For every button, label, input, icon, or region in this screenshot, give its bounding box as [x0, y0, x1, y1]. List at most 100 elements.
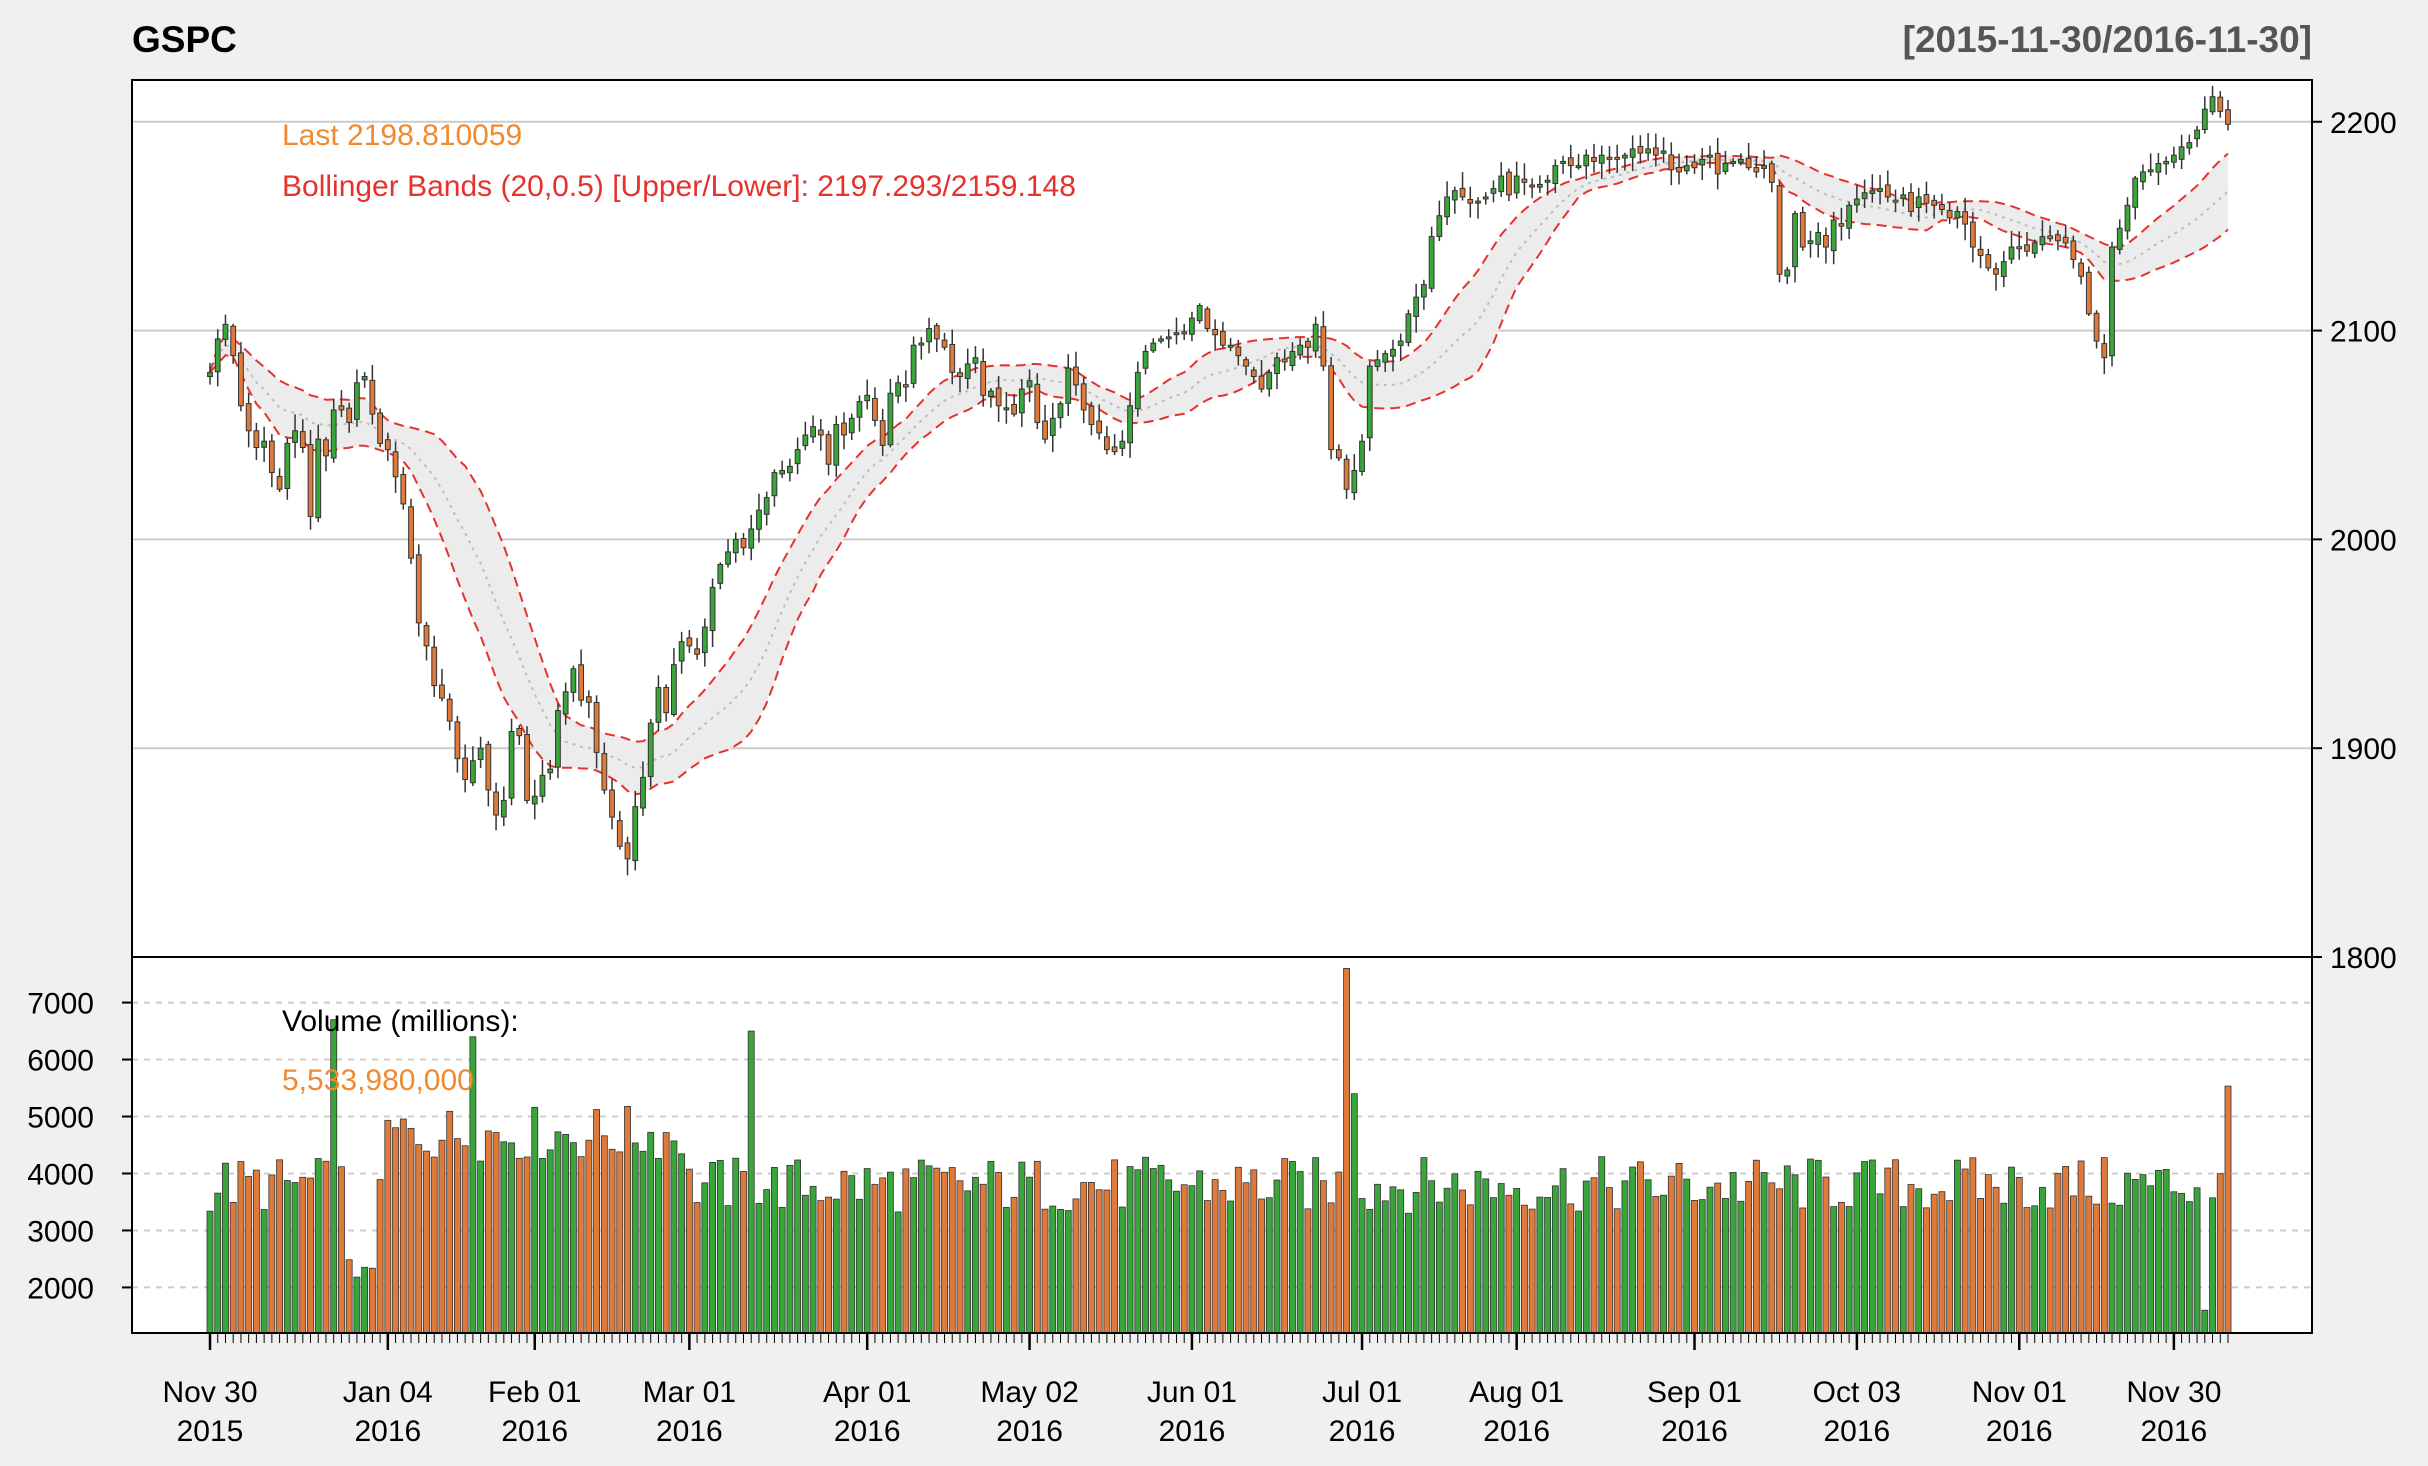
candle-body: [1088, 405, 1095, 426]
x-tick-year: 2016: [1483, 1415, 1550, 1448]
volume-bar: [1822, 1176, 1830, 1334]
volume-bar: [1397, 1189, 1405, 1334]
volume-bar: [214, 1192, 222, 1334]
candle-body: [1513, 175, 1520, 194]
volume-bar: [1211, 1179, 1219, 1334]
x-tick-year: 2016: [1159, 1415, 1226, 1448]
volume-bar: [2154, 1169, 2162, 1334]
volume-bar: [716, 1159, 724, 1334]
candle-body: [1784, 269, 1791, 277]
candle-body: [810, 426, 816, 438]
candle-body: [663, 687, 670, 714]
volume-bar: [1544, 1197, 1552, 1334]
volume-bar: [1845, 1206, 1853, 1334]
candle-body: [609, 789, 615, 818]
candle-body: [238, 352, 244, 407]
candle-body: [423, 625, 430, 647]
volume-bar: [454, 1138, 461, 1334]
candle-body: [315, 438, 322, 519]
candle-body: [1560, 160, 1566, 164]
volume-bar: [1227, 1200, 1235, 1334]
candle-body: [872, 397, 878, 421]
candle-body: [717, 563, 724, 584]
candle-body: [1359, 440, 1365, 472]
candle-body: [1807, 240, 1814, 245]
candle-body: [1946, 209, 1953, 219]
volume-bar: [1706, 1186, 1714, 1334]
candle-body: [2140, 171, 2146, 183]
candle-body: [1111, 446, 1118, 453]
candle-body: [1552, 165, 1559, 185]
candle-body: [2085, 271, 2092, 315]
bbands-fill: [210, 153, 2228, 795]
volume-bar: [1111, 1159, 1119, 1334]
candle-body: [848, 417, 855, 434]
volume-bar: [972, 1176, 979, 1334]
volume-bar: [871, 1183, 879, 1334]
candle-body: [1529, 184, 1536, 188]
candle-body: [585, 696, 592, 703]
volume-bar: [1219, 1189, 1227, 1334]
candle-body: [1869, 190, 1876, 194]
candle-body: [1212, 328, 1219, 336]
volume-bar: [979, 1183, 987, 1334]
volume-bar: [430, 1156, 438, 1334]
volume-bar: [1567, 1203, 1575, 1334]
volume-bar: [1157, 1164, 1165, 1334]
volume-bar: [322, 1160, 330, 1334]
volume-bar: [484, 1130, 492, 1334]
candle-body: [1173, 332, 1180, 336]
volume-bar: [1644, 1179, 1652, 1334]
volume-bar: [856, 1198, 863, 1334]
candle-body: [995, 387, 1002, 407]
volume-bar: [2015, 1176, 2023, 1334]
volume-bar: [832, 1198, 840, 1334]
candle-body: [299, 431, 306, 449]
candle-body: [1397, 340, 1404, 346]
volume-bar: [585, 1139, 593, 1334]
candle-body: [1374, 359, 1381, 367]
candle-body: [933, 325, 940, 340]
candle-body: [1575, 165, 1582, 169]
candle-body: [601, 753, 608, 791]
volume-bar: [2131, 1178, 2139, 1334]
candle-body: [245, 403, 252, 432]
candle-body: [1892, 199, 1899, 203]
volume-bar: [1095, 1189, 1103, 1334]
candle-body: [1219, 330, 1226, 346]
volume-bar: [1002, 1207, 1010, 1334]
volume-bars: [206, 967, 2232, 1334]
candle-body: [1049, 417, 1056, 436]
x-tick-year: 2016: [2141, 1415, 2208, 1448]
candle-body: [578, 664, 585, 701]
volume-bar: [1281, 1158, 1289, 1334]
candle-body: [779, 469, 786, 475]
volume-bar: [709, 1162, 716, 1334]
volume-bar: [415, 1144, 423, 1334]
candle-body: [493, 791, 499, 816]
volume-bar: [740, 1171, 747, 1334]
candle-body: [1227, 344, 1234, 348]
volume-bar: [345, 1259, 353, 1334]
candle-body: [2217, 96, 2224, 112]
candle-body: [616, 820, 623, 847]
volume-bar: [639, 1150, 647, 1334]
candle-body: [276, 476, 283, 490]
volume-bar: [2216, 1173, 2224, 1334]
bbands-lower-line: [209, 161, 2229, 796]
volume-bar: [1621, 1180, 1629, 1334]
candle-body: [361, 376, 368, 381]
volume-bar: [2147, 1185, 2155, 1334]
volume-bar: [1474, 1170, 1482, 1334]
volume-bar: [1350, 1093, 1358, 1334]
candle-body: [1993, 268, 1999, 275]
candle-body: [1204, 308, 1211, 329]
volume-bar: [879, 1177, 887, 1334]
candle-body: [2170, 154, 2177, 163]
candle-body: [1080, 383, 1087, 411]
candle-body: [1235, 346, 1242, 357]
candle-body: [825, 434, 832, 465]
volume-bar: [1490, 1197, 1497, 1334]
price-y-axis: 1800 1900 2000 2100 2200: [2312, 107, 2397, 975]
candle-body: [701, 626, 708, 654]
